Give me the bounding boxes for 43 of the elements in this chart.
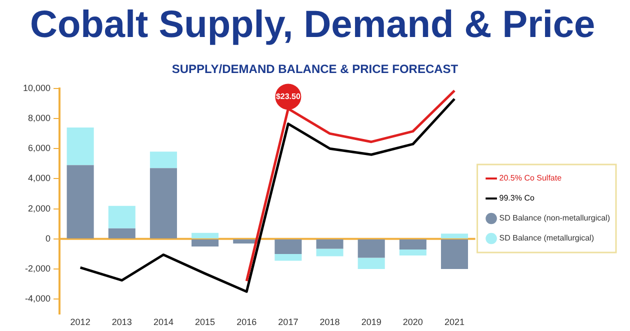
x-tick-label: 2019 (361, 317, 382, 328)
x-tick-label: 2015 (195, 317, 216, 328)
y-tick-label: -4,000 (24, 294, 51, 304)
chart-subtitle: SUPPLY/DEMAND BALANCE & PRICE FORECAST (170, 62, 460, 76)
bar (192, 239, 219, 246)
legend-label: SD Balance (metallurgical) (499, 234, 594, 243)
bar (150, 152, 177, 168)
bar (66, 165, 94, 238)
bar (440, 234, 468, 238)
y-tick-label: 8,000 (28, 112, 51, 123)
y-tick-label: -2,000 (24, 264, 51, 274)
annotation: $23.50 (276, 92, 301, 101)
x-tick-label: 2021 (444, 317, 465, 328)
bar (274, 239, 302, 254)
legend-label: 99.3% Co (499, 194, 535, 203)
bar (108, 228, 136, 238)
x-tick-label: 2013 (112, 317, 132, 328)
x-tick-label: 2012 (70, 317, 90, 328)
x-tick-label: 2016 (236, 317, 257, 328)
bar (358, 258, 385, 270)
bar (399, 249, 426, 256)
x-tick-label: 2020 (402, 317, 423, 328)
chart-title: Cobalt Supply, Demand & Price (30, 4, 596, 47)
y-tick-label: 10,000 (22, 82, 51, 93)
legend-label: 20.5% Co Sulfate (499, 174, 562, 183)
y-tick-label: 2,000 (28, 203, 51, 214)
bar (316, 248, 344, 256)
x-tick-label: 2014 (153, 317, 174, 328)
bar (150, 168, 177, 238)
y-tick-label: 6,000 (28, 143, 51, 154)
y-tick-label: 0 (46, 233, 51, 244)
bar (66, 128, 94, 166)
y-tick-label: 4,000 (28, 173, 51, 184)
x-tick-label: 2017 (278, 317, 298, 328)
legend-label: SD Balance (non-metallurgical) (499, 214, 610, 223)
bar (316, 239, 344, 249)
bar (399, 239, 426, 250)
bar (274, 254, 302, 261)
bar (440, 239, 468, 270)
bar (358, 239, 385, 258)
bar (192, 232, 219, 238)
x-tick-label: 2018 (320, 317, 340, 328)
bar (108, 206, 136, 228)
